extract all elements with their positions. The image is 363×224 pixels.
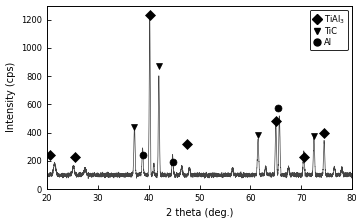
X-axis label: 2 theta (deg.): 2 theta (deg.) <box>166 209 233 218</box>
Y-axis label: Intensity (cps): Intensity (cps) <box>5 62 16 132</box>
Legend: TiAl$_3$, TiC, Al: TiAl$_3$, TiC, Al <box>310 10 348 50</box>
